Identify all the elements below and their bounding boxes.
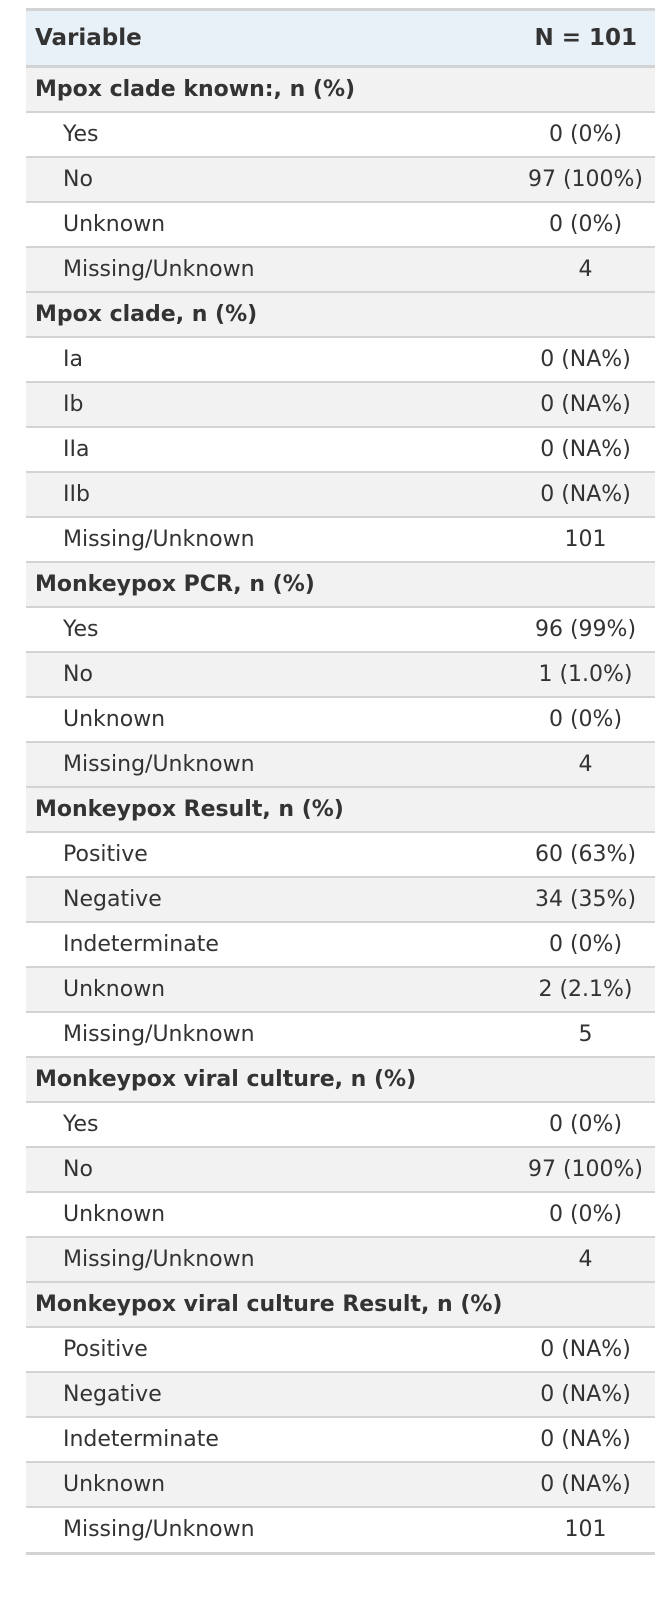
group-label: Mpox clade known:, n (%) bbox=[26, 65, 655, 112]
table-row: Missing/Unknown 4 bbox=[26, 245, 655, 292]
group-row: Monkeypox viral culture, n (%) bbox=[26, 1055, 655, 1102]
row-label: Missing/Unknown bbox=[26, 1505, 516, 1552]
row-label: Missing/Unknown bbox=[26, 245, 516, 292]
row-value: 0 (NA%) bbox=[516, 1415, 655, 1462]
row-value: 34 (35%) bbox=[516, 875, 655, 922]
table-row: Missing/Unknown 101 bbox=[26, 1505, 655, 1552]
table-row: Yes 0 (0%) bbox=[26, 1100, 655, 1147]
table-row: Indeterminate 0 (NA%) bbox=[26, 1415, 655, 1462]
row-value: 0 (NA%) bbox=[516, 425, 655, 472]
row-label: Ib bbox=[26, 380, 516, 427]
group-row: Mpox clade known:, n (%) bbox=[26, 65, 655, 112]
table-row: Ia 0 (NA%) bbox=[26, 335, 655, 382]
row-label: Unknown bbox=[26, 1460, 516, 1507]
group-label: Monkeypox viral culture Result, n (%) bbox=[26, 1280, 655, 1327]
row-value: 0 (NA%) bbox=[516, 1460, 655, 1507]
row-label: Missing/Unknown bbox=[26, 515, 516, 562]
table-body: Mpox clade known:, n (%) Yes 0 (0%) No 97 (1… bbox=[26, 65, 655, 1552]
table-row: Negative 0 (NA%) bbox=[26, 1370, 655, 1417]
row-value: 101 bbox=[516, 515, 655, 562]
table-row: Yes 0 (0%) bbox=[26, 110, 655, 157]
table-row: Negative 34 (35%) bbox=[26, 875, 655, 922]
row-value: 4 bbox=[516, 1235, 655, 1282]
table-row: IIa 0 (NA%) bbox=[26, 425, 655, 472]
row-label: IIb bbox=[26, 470, 516, 517]
row-label: Unknown bbox=[26, 695, 516, 742]
row-label: Yes bbox=[26, 110, 516, 157]
table-row: No 97 (100%) bbox=[26, 155, 655, 202]
row-value: 97 (100%) bbox=[516, 1145, 655, 1192]
group-row: Mpox clade, n (%) bbox=[26, 290, 655, 337]
row-label: Unknown bbox=[26, 1190, 516, 1237]
row-label: Unknown bbox=[26, 200, 516, 247]
group-label: Monkeypox PCR, n (%) bbox=[26, 560, 655, 607]
table-row: No 97 (100%) bbox=[26, 1145, 655, 1192]
row-value: 1 (1.0%) bbox=[516, 650, 655, 697]
row-value: 5 bbox=[516, 1010, 655, 1057]
row-value: 60 (63%) bbox=[516, 830, 655, 877]
group-row: Monkeypox Result, n (%) bbox=[26, 785, 655, 832]
row-label: Missing/Unknown bbox=[26, 1235, 516, 1282]
row-label: Unknown bbox=[26, 965, 516, 1012]
row-label: Yes bbox=[26, 605, 516, 652]
table-row: Ib 0 (NA%) bbox=[26, 380, 655, 427]
row-value: 0 (0%) bbox=[516, 1100, 655, 1147]
row-value: 0 (NA%) bbox=[516, 335, 655, 382]
summary-table: Variable N = 101 Mpox clade known:, n (%… bbox=[26, 11, 655, 1552]
table-row: No 1 (1.0%) bbox=[26, 650, 655, 697]
row-value: 4 bbox=[516, 740, 655, 787]
row-label: Indeterminate bbox=[26, 920, 516, 967]
row-value: 97 (100%) bbox=[516, 155, 655, 202]
row-label: Positive bbox=[26, 1325, 516, 1372]
table-row: Positive 60 (63%) bbox=[26, 830, 655, 877]
row-value: 96 (99%) bbox=[516, 605, 655, 652]
summary-table-container: Variable N = 101 Mpox clade known:, n (%… bbox=[26, 8, 655, 1555]
table-row: Unknown 2 (2.1%) bbox=[26, 965, 655, 1012]
table-row: Missing/Unknown 5 bbox=[26, 1010, 655, 1057]
group-row: Monkeypox PCR, n (%) bbox=[26, 560, 655, 607]
row-label: Missing/Unknown bbox=[26, 1010, 516, 1057]
table-row: IIb 0 (NA%) bbox=[26, 470, 655, 517]
table-row: Indeterminate 0 (0%) bbox=[26, 920, 655, 967]
table-row: Yes 96 (99%) bbox=[26, 605, 655, 652]
table-row: Unknown 0 (0%) bbox=[26, 200, 655, 247]
table-row: Unknown 0 (NA%) bbox=[26, 1460, 655, 1507]
table-header-row: Variable N = 101 bbox=[26, 11, 655, 68]
group-label: Mpox clade, n (%) bbox=[26, 290, 655, 337]
row-value: 0 (NA%) bbox=[516, 470, 655, 517]
row-value: 0 (NA%) bbox=[516, 1370, 655, 1417]
row-value: 0 (0%) bbox=[516, 1190, 655, 1237]
row-value: 0 (0%) bbox=[516, 200, 655, 247]
row-label: Negative bbox=[26, 1370, 516, 1417]
row-label: Positive bbox=[26, 830, 516, 877]
header-variable: Variable bbox=[26, 11, 516, 68]
row-value: 0 (0%) bbox=[516, 695, 655, 742]
row-label: No bbox=[26, 155, 516, 202]
row-label: No bbox=[26, 1145, 516, 1192]
group-row: Monkeypox viral culture Result, n (%) bbox=[26, 1280, 655, 1327]
row-value: 0 (NA%) bbox=[516, 380, 655, 427]
row-value: 0 (NA%) bbox=[516, 1325, 655, 1372]
row-label: Indeterminate bbox=[26, 1415, 516, 1462]
group-label: Monkeypox Result, n (%) bbox=[26, 785, 655, 832]
row-label: Negative bbox=[26, 875, 516, 922]
row-label: Ia bbox=[26, 335, 516, 382]
row-value: 4 bbox=[516, 245, 655, 292]
row-label: No bbox=[26, 650, 516, 697]
row-value: 0 (0%) bbox=[516, 920, 655, 967]
table-row: Unknown 0 (0%) bbox=[26, 1190, 655, 1237]
row-value: 0 (0%) bbox=[516, 110, 655, 157]
table-row: Missing/Unknown 4 bbox=[26, 1235, 655, 1282]
table-row: Missing/Unknown 101 bbox=[26, 515, 655, 562]
header-n: N = 101 bbox=[516, 11, 655, 68]
row-label: Missing/Unknown bbox=[26, 740, 516, 787]
row-label: Yes bbox=[26, 1100, 516, 1147]
row-value: 2 (2.1%) bbox=[516, 965, 655, 1012]
table-row: Positive 0 (NA%) bbox=[26, 1325, 655, 1372]
table-row: Unknown 0 (0%) bbox=[26, 695, 655, 742]
group-label: Monkeypox viral culture, n (%) bbox=[26, 1055, 655, 1102]
row-label: IIa bbox=[26, 425, 516, 472]
table-row: Missing/Unknown 4 bbox=[26, 740, 655, 787]
row-value: 101 bbox=[516, 1505, 655, 1552]
